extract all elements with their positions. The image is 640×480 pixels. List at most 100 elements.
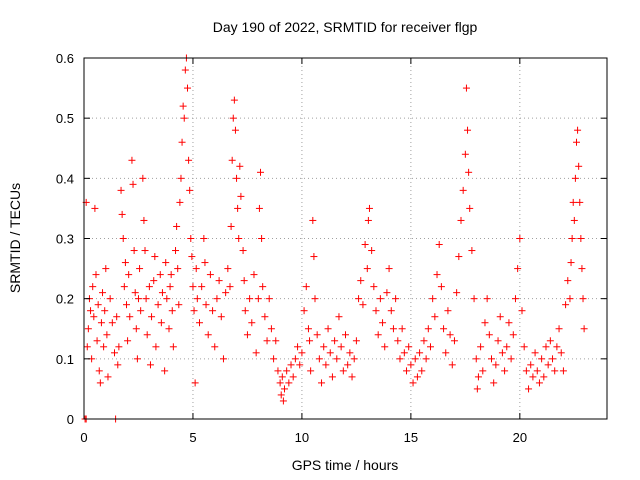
- data-point: [302, 283, 310, 291]
- data-point: [307, 367, 315, 375]
- data-point: [470, 295, 478, 303]
- data-point: [219, 355, 227, 363]
- data-point: [101, 307, 109, 315]
- data-point: [111, 349, 119, 357]
- data-point: [184, 84, 192, 92]
- data-point: [461, 150, 469, 158]
- data-point: [228, 156, 236, 164]
- data-point: [114, 361, 122, 369]
- data-point: [108, 319, 116, 327]
- data-point: [241, 307, 249, 315]
- data-point: [518, 307, 526, 315]
- data-point: [335, 313, 343, 321]
- data-point: [457, 216, 465, 224]
- data-point: [166, 283, 174, 291]
- data-point: [161, 367, 169, 375]
- data-point: [163, 295, 171, 303]
- data-point: [283, 367, 291, 375]
- data-point: [361, 241, 369, 249]
- y-tick-label: 0.6: [56, 51, 74, 66]
- data-point: [156, 271, 164, 279]
- data-point: [372, 307, 380, 315]
- data-point: [133, 355, 141, 363]
- data-point: [376, 295, 384, 303]
- data-point: [440, 325, 448, 333]
- data-point: [437, 283, 445, 291]
- data-point: [379, 319, 387, 327]
- data-point: [392, 295, 400, 303]
- data-point: [551, 367, 559, 375]
- x-tick-label: 0: [80, 430, 87, 445]
- data-point: [483, 295, 491, 303]
- data-point: [311, 295, 319, 303]
- data-point: [571, 174, 579, 182]
- data-point: [320, 343, 328, 351]
- data-point: [151, 253, 159, 261]
- data-point: [158, 289, 166, 297]
- y-tick-label: 0.4: [56, 171, 74, 186]
- data-point: [252, 349, 260, 357]
- data-point: [104, 373, 112, 381]
- data-point: [385, 265, 393, 273]
- data-point: [272, 337, 280, 345]
- data-point: [514, 265, 522, 273]
- data-point: [178, 138, 186, 146]
- data-point: [507, 355, 515, 363]
- data-point: [235, 235, 243, 242]
- data-point: [559, 367, 567, 375]
- data-point: [370, 283, 378, 291]
- data-point: [179, 102, 187, 110]
- data-point: [154, 301, 162, 309]
- data-point: [575, 162, 583, 170]
- data-point: [300, 307, 308, 315]
- data-point: [310, 253, 318, 261]
- data-point: [525, 385, 533, 393]
- data-point: [503, 343, 511, 351]
- data-point: [146, 361, 154, 369]
- data-point: [93, 337, 101, 345]
- data-point: [200, 235, 208, 242]
- data-point: [198, 283, 206, 291]
- data-point: [115, 343, 123, 351]
- data-point: [557, 349, 565, 357]
- data-point: [352, 337, 360, 345]
- data-point: [157, 319, 165, 327]
- data-point: [226, 283, 234, 291]
- data-point: [540, 373, 548, 381]
- data-point: [169, 343, 177, 351]
- data-point: [381, 343, 389, 351]
- data-point: [132, 325, 140, 333]
- data-point: [139, 174, 147, 182]
- data-point: [418, 367, 426, 375]
- data-point: [407, 361, 415, 369]
- data-point: [333, 355, 341, 363]
- data-point: [213, 295, 221, 303]
- data-point: [549, 355, 557, 363]
- data-point: [192, 265, 200, 273]
- data-point: [120, 283, 128, 291]
- data-point: [201, 259, 209, 267]
- data-point: [99, 289, 107, 297]
- data-point: [175, 301, 183, 309]
- data-point: [100, 343, 108, 351]
- data-point: [195, 319, 203, 327]
- data-point: [363, 265, 371, 273]
- data-point: [498, 349, 506, 357]
- data-point: [555, 325, 563, 333]
- data-point: [243, 331, 251, 339]
- data-point: [255, 204, 263, 212]
- data-point: [479, 367, 487, 375]
- data-point: [176, 198, 184, 206]
- data-point: [409, 379, 417, 387]
- data-point: [270, 355, 278, 363]
- data-point: [143, 331, 151, 339]
- data-point: [446, 331, 454, 339]
- data-point: [468, 247, 476, 255]
- data-point: [426, 343, 434, 351]
- data-point: [488, 355, 496, 363]
- data-point: [211, 343, 219, 351]
- data-point: [285, 379, 293, 387]
- data-point: [435, 241, 443, 249]
- axis-ticks: 0 0.1 0.2 0.3 0.4 0.5 0.6 0 5 10 15 20: [56, 51, 607, 445]
- data-point: [206, 271, 214, 279]
